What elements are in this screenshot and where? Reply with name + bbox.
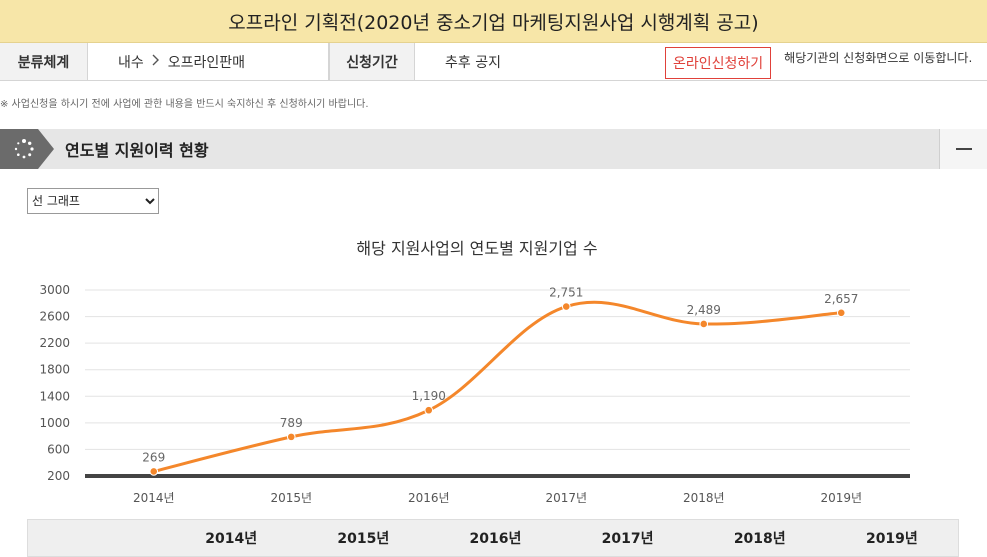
table-header-year: 2017년 bbox=[601, 531, 654, 547]
y-tick-label: 1400 bbox=[39, 389, 70, 403]
minus-icon bbox=[955, 148, 972, 150]
chevron-right-icon bbox=[152, 54, 160, 70]
y-tick-label: 2200 bbox=[39, 336, 70, 350]
series-line bbox=[153, 300, 842, 473]
data-point bbox=[149, 467, 159, 476]
data-label: 1,190 bbox=[412, 389, 446, 403]
table-header-year: 2014년 bbox=[205, 531, 258, 547]
chart-type-select[interactable]: 선 그래프 bbox=[27, 188, 159, 214]
apply-note: 해당기관의 신청화면으로 이동합니다. bbox=[784, 51, 973, 65]
x-tick-label: 2014년 bbox=[133, 491, 175, 505]
data-label: 2,751 bbox=[549, 286, 583, 300]
data-point bbox=[836, 308, 846, 318]
data-point bbox=[286, 432, 296, 442]
data-label: 789 bbox=[280, 416, 303, 430]
apply-area: 온라인신청하기 bbox=[665, 43, 772, 80]
period-label: 신청기간 bbox=[329, 43, 415, 80]
y-tick-label: 3000 bbox=[39, 283, 70, 297]
collapse-button[interactable] bbox=[939, 129, 987, 169]
y-tick-label: 1800 bbox=[39, 363, 70, 377]
dotted-circle-icon bbox=[13, 138, 35, 160]
y-tick-label: 2600 bbox=[39, 310, 70, 324]
online-apply-button[interactable]: 온라인신청하기 bbox=[665, 46, 772, 79]
category-label: 분류체계 bbox=[0, 43, 88, 80]
section-header: 연도별 지원이력 현황 bbox=[0, 129, 987, 169]
category-path-item-2: 오프라인판매 bbox=[167, 54, 246, 71]
table-header-row: 2014년 2015년 2016년 2017년 2018년 2019년 bbox=[27, 519, 959, 557]
x-tick-label: 2016년 bbox=[408, 491, 450, 505]
data-label: 2,489 bbox=[687, 303, 721, 317]
x-tick-label: 2015년 bbox=[270, 491, 312, 505]
y-tick-label: 200 bbox=[47, 469, 70, 483]
category-path: 내수 오프라인판매 bbox=[88, 43, 329, 80]
x-tick-label: 2017년 bbox=[545, 491, 587, 505]
section-title: 연도별 지원이력 현황 bbox=[65, 141, 209, 160]
info-row: 분류체계 내수 오프라인판매 신청기간 추후 공지 온라인신청하기 해당기관의 … bbox=[0, 43, 987, 81]
x-tick-label: 2018년 bbox=[683, 491, 725, 505]
data-point bbox=[561, 302, 571, 311]
y-tick-label: 1000 bbox=[39, 416, 70, 430]
page-title: 오프라인 기획전(2020년 중소기업 마케팅지원사업 시행계획 공고) bbox=[0, 0, 987, 43]
y-tick-label: 600 bbox=[47, 442, 70, 456]
period-value: 추후 공지 bbox=[445, 54, 501, 71]
x-tick-label: 2019년 bbox=[820, 491, 862, 505]
notice-text: ※ 사업신청을 하시기 전에 사업에 관한 내용을 반드시 숙지하신 후 신청하… bbox=[0, 99, 369, 110]
table-header-year: 2015년 bbox=[337, 531, 390, 547]
category-path-item-1: 내수 bbox=[118, 54, 144, 71]
line-chart: 해당 지원사업의 연도별 지원기업 수 3000 2600 2200 1800 1400 1… bbox=[39, 239, 910, 505]
data-label: 2,657 bbox=[824, 292, 858, 306]
chart-title: 해당 지원사업의 연도별 지원기업 수 bbox=[356, 239, 597, 258]
data-label: 269 bbox=[142, 450, 165, 464]
table-header-year: 2018년 bbox=[733, 531, 786, 547]
data-point bbox=[424, 405, 434, 415]
section-icon-badge bbox=[0, 129, 54, 169]
chart-area: 해당 지원사업의 연도별 지원기업 수 3000 2600 2200 1800 1400 1… bbox=[0, 233, 987, 519]
table-header-year: 2019년 bbox=[865, 531, 918, 547]
data-point bbox=[699, 319, 709, 329]
chart-type-select-wrap: 선 그래프 bbox=[0, 169, 987, 233]
table-header-year: 2016년 bbox=[469, 531, 522, 547]
